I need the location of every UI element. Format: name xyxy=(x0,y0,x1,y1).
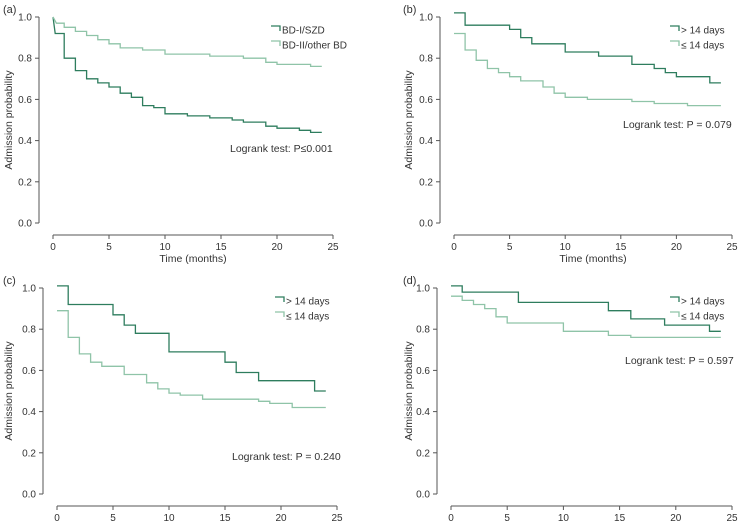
panel-label: (b) xyxy=(403,4,416,16)
y-tick-label: 0.6 xyxy=(416,366,430,377)
km-curve xyxy=(454,32,721,107)
legend-label: > 14 days xyxy=(681,297,725,308)
km-curve xyxy=(57,285,326,392)
y-tick-label: 0.6 xyxy=(419,95,433,106)
legend-entry: > 14 days xyxy=(670,25,725,37)
x-tick-label: 5 xyxy=(507,242,513,253)
x-tick-label: 5 xyxy=(504,513,510,524)
x-tick-label: 20 xyxy=(671,242,683,253)
y-tick-label: 0.4 xyxy=(22,407,36,418)
y-tick-label: 1.0 xyxy=(419,13,433,24)
x-axis-title: Time (months) xyxy=(559,253,626,265)
km-curve xyxy=(52,16,322,134)
panel-b: (b) 0.0 0.2 0.4 0.6 0.8 1.0 0 5 10 15 20 25 Time (mon… xyxy=(403,4,738,265)
x-tick-label: 15 xyxy=(614,513,626,524)
x-tick-label: 10 xyxy=(558,513,570,524)
km-curve xyxy=(57,310,326,409)
y-axis-title: Admission probability xyxy=(3,341,15,441)
y-tick-label: 0.4 xyxy=(416,407,430,418)
y-tick-label: 1.0 xyxy=(22,284,36,295)
y-tick-label: 0.4 xyxy=(419,136,433,147)
x-tick-label: 15 xyxy=(215,242,227,253)
legend-label: > 14 days xyxy=(681,26,725,37)
x-tick-label: 0 xyxy=(448,513,454,524)
legend-entry: BD-II/other BD xyxy=(271,40,347,52)
x-tick-label: 0 xyxy=(54,513,60,524)
y-axis-title: Admission probability xyxy=(403,341,415,441)
legend-entry: ≤ 14 days xyxy=(670,40,724,52)
y-tick-label: 1.0 xyxy=(416,284,430,295)
legend-entry: ≤ 14 days xyxy=(275,311,329,323)
x-tick-label: 10 xyxy=(163,513,175,524)
legend-label: ≤ 14 days xyxy=(286,312,329,323)
legend-swatch xyxy=(670,25,680,31)
logrank-annotation: Logrank test: P = 0.079 xyxy=(623,119,732,131)
x-tick-label: 25 xyxy=(327,242,339,253)
legend-label: > 14 days xyxy=(286,297,330,308)
panel-label: (c) xyxy=(3,275,16,287)
legend-swatch xyxy=(670,40,680,46)
legend-entry: > 14 days xyxy=(275,296,330,308)
legend-label: ≤ 14 days xyxy=(681,41,724,52)
y-tick-label: 0.2 xyxy=(18,177,32,188)
y-axis-title: Admission probability xyxy=(3,70,15,170)
y-tick-label: 1.0 xyxy=(18,13,32,24)
legend-label: BD-II/other BD xyxy=(282,41,347,52)
y-tick-label: 0.8 xyxy=(18,54,32,65)
legend-swatch xyxy=(275,296,285,302)
km-curve xyxy=(451,295,721,339)
y-tick-label: 0.6 xyxy=(22,366,36,377)
y-tick-label: 0.2 xyxy=(419,177,433,188)
y-tick-label: 0.8 xyxy=(419,54,433,65)
x-tick-label: 15 xyxy=(615,242,627,253)
legend-swatch xyxy=(670,311,680,317)
logrank-annotation: Logrank test: P = 0.597 xyxy=(625,355,734,367)
x-tick-label: 15 xyxy=(219,513,231,524)
logrank-annotation: Logrank test: P≤0.001 xyxy=(230,143,333,155)
y-tick-label: 0.0 xyxy=(419,219,433,230)
legend-label: ≤ 14 days xyxy=(681,312,724,323)
y-tick-label: 0.0 xyxy=(22,490,36,501)
y-axis-title: Admission probability xyxy=(403,70,415,170)
km-curve xyxy=(451,285,721,332)
y-tick-label: 0.2 xyxy=(22,448,36,459)
y-tick-label: 0.6 xyxy=(18,95,32,106)
x-tick-label: 20 xyxy=(670,513,682,524)
legend-entry: BD-I/SZD xyxy=(271,25,325,37)
y-tick-label: 0.8 xyxy=(416,325,430,336)
x-tick-label: 10 xyxy=(560,242,572,253)
x-tick-label: 0 xyxy=(451,242,457,253)
km-curve xyxy=(52,16,322,68)
legend-swatch xyxy=(275,311,285,317)
x-tick-label: 25 xyxy=(726,242,738,253)
panel-label: (d) xyxy=(403,275,416,287)
legend-swatch xyxy=(271,40,281,46)
legend-entry: > 14 days xyxy=(670,296,725,308)
y-tick-label: 0.0 xyxy=(18,219,32,230)
y-tick-label: 0.4 xyxy=(18,136,32,147)
legend-swatch xyxy=(271,25,281,31)
x-tick-label: 10 xyxy=(159,242,171,253)
y-tick-label: 0.2 xyxy=(416,448,430,459)
x-tick-label: 20 xyxy=(275,513,287,524)
x-tick-label: 25 xyxy=(331,513,343,524)
y-tick-label: 0.0 xyxy=(416,490,430,501)
panel-label: (a) xyxy=(3,4,16,16)
panel-a: (a) 0.0 0.2 0.4 0.6 0.8 1.0 0 5 10 15 20 25 Time (mon… xyxy=(3,4,347,265)
x-tick-label: 25 xyxy=(726,513,738,524)
km-curve xyxy=(454,12,721,84)
legend-entry: ≤ 14 days xyxy=(670,311,724,323)
logrank-annotation: Logrank test: P = 0.240 xyxy=(232,451,341,463)
legend-label: BD-I/SZD xyxy=(282,26,325,37)
x-tick-label: 5 xyxy=(106,242,112,253)
x-axis-title: Time (months) xyxy=(159,253,226,265)
legend-swatch xyxy=(670,296,680,302)
x-tick-label: 0 xyxy=(50,242,56,253)
x-tick-label: 20 xyxy=(271,242,283,253)
y-tick-label: 0.8 xyxy=(22,325,36,336)
x-tick-label: 5 xyxy=(110,513,116,524)
